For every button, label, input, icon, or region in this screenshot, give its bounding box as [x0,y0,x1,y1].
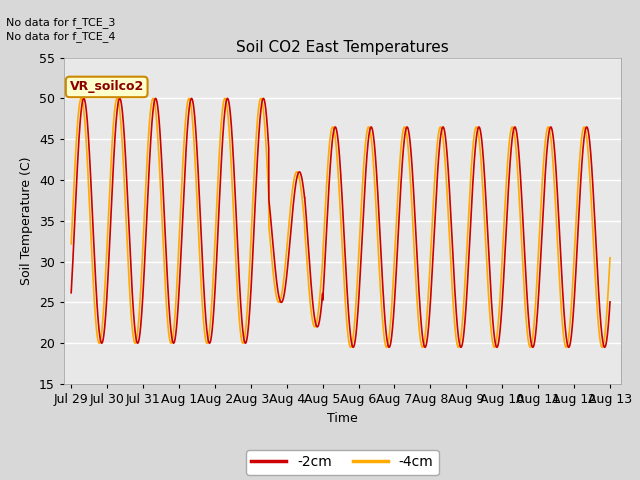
Text: No data for f_TCE_4: No data for f_TCE_4 [6,31,116,42]
Text: VR_soilco2: VR_soilco2 [70,81,144,94]
Y-axis label: Soil Temperature (C): Soil Temperature (C) [20,156,33,285]
Legend: -2cm, -4cm: -2cm, -4cm [246,450,439,475]
Title: Soil CO2 East Temperatures: Soil CO2 East Temperatures [236,40,449,55]
X-axis label: Time: Time [327,411,358,425]
Text: No data for f_TCE_3: No data for f_TCE_3 [6,17,116,28]
